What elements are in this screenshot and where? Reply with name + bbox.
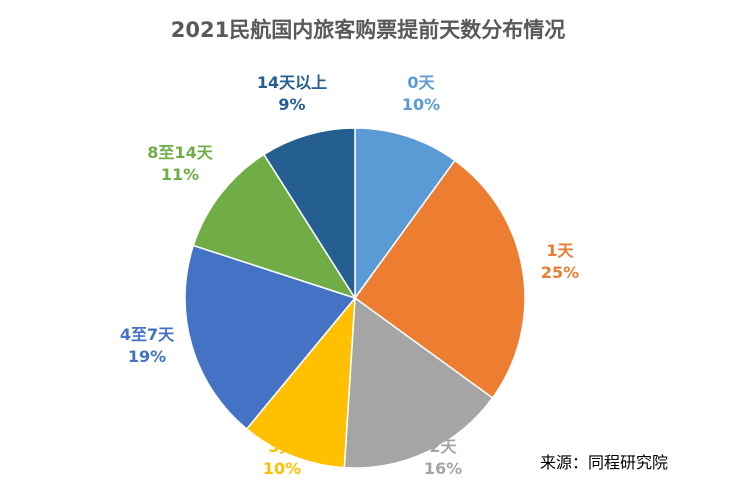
pie-slice-5: [184, 244, 357, 431]
pie-slice-3: [343, 296, 494, 469]
slice-label-value-3: 16%: [424, 459, 462, 478]
slice-label-value-7: 9%: [278, 95, 305, 114]
slice-label-name-2: 1天: [546, 241, 574, 260]
slice-label-name-5: 4至7天: [120, 325, 175, 344]
slice-label-value-5: 19%: [128, 347, 166, 366]
source-note: 来源：同程研究院: [540, 453, 669, 472]
pie-slice-1: [354, 127, 456, 301]
slice-label-value-6: 11%: [161, 165, 199, 184]
pie-slice-7: [262, 127, 356, 301]
pie-data-labels: 0天 10% 1天 25% 2天 16% 3天 10% 4至7天 19% 8至14天 11% 14天以上…: [120, 73, 579, 478]
slice-label-value-4: 10%: [263, 459, 301, 478]
slice-label-name-3: 2天: [429, 437, 457, 456]
slice-label-value-2: 25%: [541, 263, 579, 282]
pie-slice-6: [192, 153, 357, 300]
pie-slices: [184, 127, 526, 469]
pie-slice-4: [245, 295, 356, 469]
slice-label-name-4: 3天: [268, 437, 296, 456]
slice-label-name-7: 14天以上: [257, 73, 327, 92]
slice-label-value-1: 10%: [402, 95, 440, 114]
pie-slice-2: [353, 159, 526, 399]
slice-label-name-1: 0天: [407, 73, 435, 92]
slice-label-name-6: 8至14天: [147, 143, 213, 162]
chart-title: 2021民航国内旅客购票提前天数分布情况: [170, 18, 566, 42]
